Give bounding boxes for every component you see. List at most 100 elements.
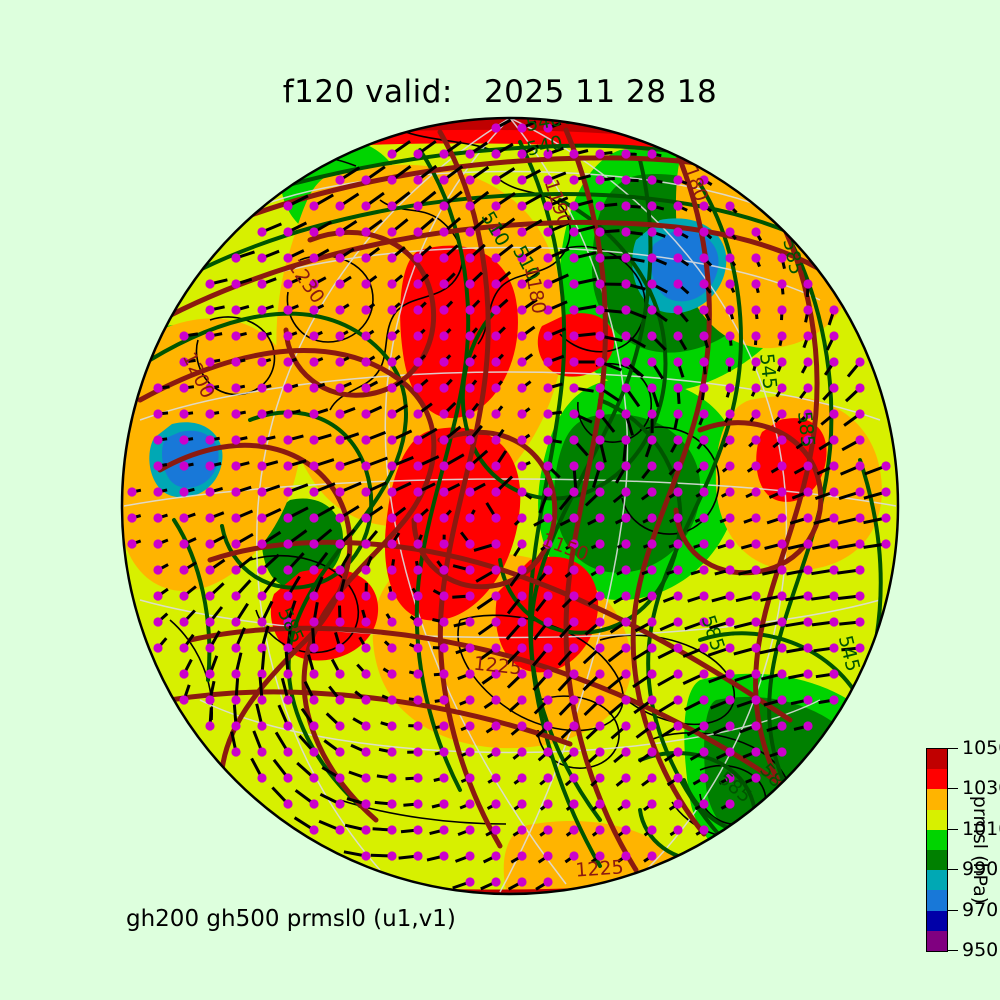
wind-barb-point (439, 825, 449, 835)
wind-barb-point (231, 669, 241, 679)
wind-barb-point (699, 435, 709, 445)
wind-barb-point (647, 435, 657, 445)
wind-barb-point (439, 721, 449, 731)
wind-barb-point (751, 513, 761, 523)
wind-barb-point (309, 695, 319, 705)
wind-barb-point (595, 435, 605, 445)
wind-barb-point (439, 201, 449, 211)
wind-barb-point (361, 851, 371, 861)
colorbar-band (927, 890, 947, 911)
colorbar[interactable] (926, 748, 948, 952)
wind-barb-point (647, 825, 657, 835)
wind-barb-point (361, 643, 371, 653)
wind-barb-point (257, 461, 267, 471)
wind-barb-point (647, 175, 657, 185)
wind-barb-point (777, 669, 787, 679)
wind-barb-point (413, 461, 423, 471)
wind-barb-point (179, 539, 189, 549)
wind-barb-point (517, 175, 527, 185)
wind-barb-point (335, 227, 345, 237)
wind-barb-point (569, 305, 579, 315)
wind-barb-point (595, 669, 605, 679)
colorbar-tick-mark (948, 748, 958, 749)
wind-barb-point (855, 591, 865, 601)
wind-barb-point (179, 643, 189, 653)
wind-barb-point (803, 565, 813, 575)
wind-barb-point (283, 643, 293, 653)
wind-barb-point (595, 513, 605, 523)
wind-barb-point (673, 539, 683, 549)
wind-barb-point (829, 513, 839, 523)
wind-barb-point (751, 279, 761, 289)
wind-barb-point (699, 825, 709, 835)
wind-barb-point (673, 331, 683, 341)
wind-barb-point (257, 357, 267, 367)
wind-barb-point (413, 643, 423, 653)
wind-barb-point (257, 383, 267, 393)
wind-barb-point (569, 565, 579, 575)
wind-barb-point (673, 383, 683, 393)
wind-barb-point (517, 799, 527, 809)
wind-barb-point (387, 669, 397, 679)
wind-barb-point (595, 565, 605, 575)
wind-barb-point (205, 487, 215, 497)
wind-barb-point (517, 565, 527, 575)
wind-barb-point (465, 201, 475, 211)
wind-barb-point (751, 409, 761, 419)
wind-barb-point (231, 747, 241, 757)
wind-barb-point (543, 461, 553, 471)
wind-barb-point (231, 279, 241, 289)
wind-barb-point (283, 409, 293, 419)
wind-barb-point (465, 877, 475, 887)
wind-barb-point (439, 409, 449, 419)
wind-barb-point (673, 279, 683, 289)
wind-barb-point (413, 721, 423, 731)
wind-barb-point (517, 877, 527, 887)
wind-barb-point (283, 461, 293, 471)
wind-barb-point (725, 747, 735, 757)
wind-barb-point (439, 461, 449, 471)
wind-barb-point (647, 773, 657, 783)
wind-barb-point (257, 669, 267, 679)
wind-barb-point (205, 617, 215, 627)
wind-barb-point (465, 773, 475, 783)
wind-barb-point (257, 487, 267, 497)
wind-barb-point (725, 513, 735, 523)
wind-barb-point (491, 123, 501, 133)
wind-barb-point (829, 409, 839, 419)
wind-barb-point (543, 435, 553, 445)
wind-barb-point (335, 409, 345, 419)
wind-barb-point (751, 565, 761, 575)
wind-barb-point (543, 357, 553, 367)
wind-barb-point (205, 695, 215, 705)
wind-barb-point (361, 461, 371, 471)
wind-barb-point (595, 487, 605, 497)
wind-barb-point (413, 227, 423, 237)
wind-barb-point (751, 357, 761, 367)
wind-barb-point (569, 513, 579, 523)
wind-barb-point (491, 279, 501, 289)
wind-barb-point (179, 383, 189, 393)
wind-barb-point (543, 799, 553, 809)
wind-barb-point (699, 383, 709, 393)
wind-barb-point (127, 539, 137, 549)
wind-barb-point (283, 617, 293, 627)
wind-barb-point (205, 669, 215, 679)
wind-barb-point (543, 825, 553, 835)
wind-barb-point (595, 539, 605, 549)
wind-barb-point (153, 461, 163, 471)
wind-barb-point (725, 253, 735, 263)
wind-barb-point (309, 487, 319, 497)
wind-barb-point (413, 435, 423, 445)
wind-barb-point (153, 409, 163, 419)
wind-barb-point (725, 539, 735, 549)
wind-barb-point (309, 617, 319, 627)
wind-barb-point (413, 851, 423, 861)
wind-barb-point (673, 643, 683, 653)
wind-barb-point (803, 331, 813, 341)
wind-barb-point (517, 201, 527, 211)
wind-barb-point (491, 851, 501, 861)
wind-barb-point (777, 591, 787, 601)
